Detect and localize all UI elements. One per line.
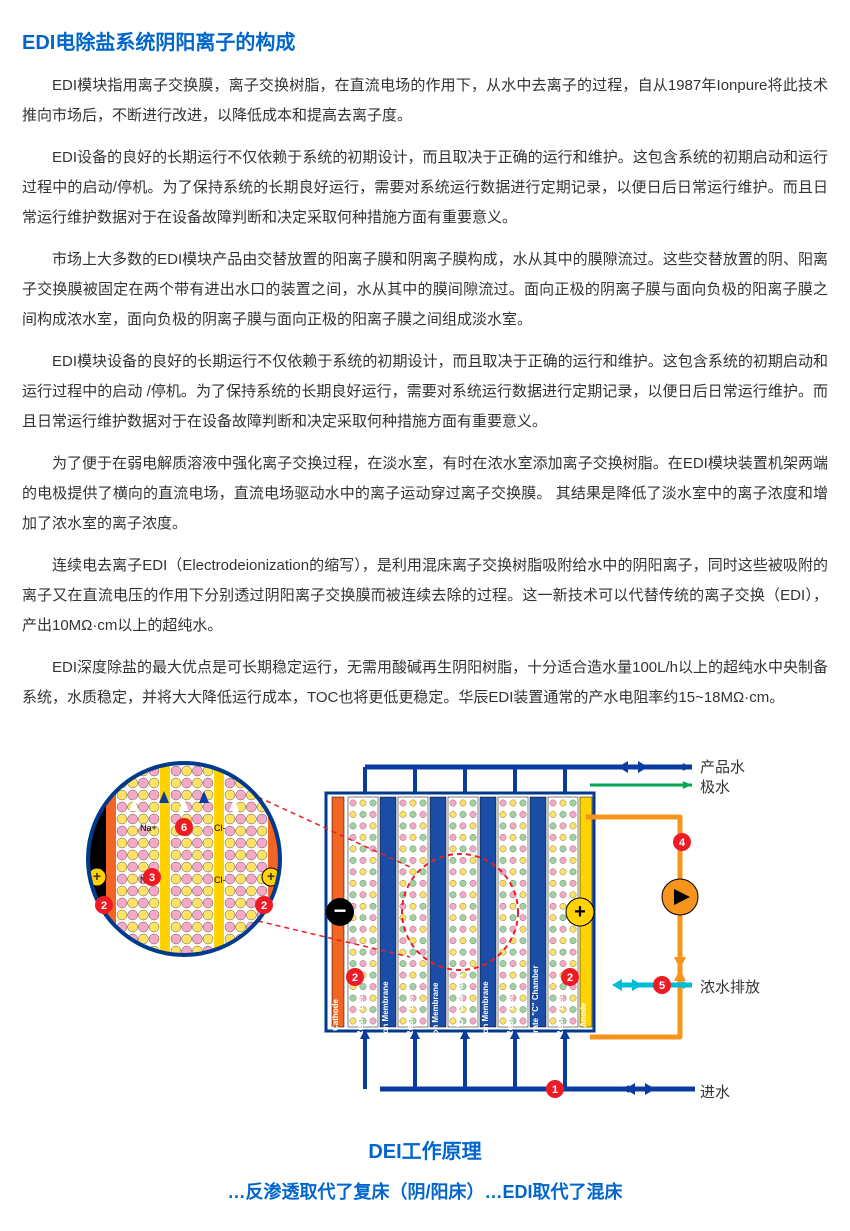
edi-diagram: Cathode Resin Bed Cation Membrane Resin Bed… (22, 737, 828, 1204)
svg-text:2: 2 (352, 972, 358, 984)
svg-text:−: − (334, 898, 347, 923)
page-title: EDI电除盐系统阴阳离子的构成 (22, 26, 828, 55)
svg-text:极水: 极水 (700, 779, 730, 796)
svg-text:Resin Bed: Resin Bed (355, 993, 365, 1037)
diagram-caption: DEI工作原理 (368, 1135, 481, 1164)
svg-text:2: 2 (567, 972, 573, 984)
svg-text:Resin Bed: Resin Bed (405, 993, 415, 1037)
svg-text:6: 6 (181, 822, 187, 834)
svg-text:浓水排放: 浓水排放 (700, 979, 760, 996)
svg-text:Cathode: Cathode (331, 998, 340, 1031)
svg-text:Cl-: Cl- (214, 875, 226, 885)
svg-text:产品水: 产品水 (700, 759, 745, 776)
svg-text:Anode: Anode (579, 1002, 588, 1027)
svg-text:1: 1 (552, 1084, 558, 1096)
svg-text:进水: 进水 (700, 1084, 730, 1101)
paragraph: 市场上大多数的EDI模块产品由交替放置的阳离子膜和阴离子膜构成，水从其中的膜隙流… (22, 245, 828, 335)
paragraph: EDI深度除盐的最大优点是可长期稳定运行，无需用酸碱再生阴阳树脂，十分适合造水量… (22, 653, 828, 713)
svg-text:2: 2 (101, 900, 107, 912)
svg-text:Resin Bed: Resin Bed (505, 993, 515, 1037)
svg-text:3: 3 (149, 872, 155, 884)
svg-text:+: + (93, 868, 101, 884)
svg-text:5: 5 (659, 980, 665, 992)
svg-text:Cation Membrane: Cation Membrane (381, 981, 390, 1049)
svg-text:4: 4 (679, 837, 686, 849)
svg-text:Na+: Na+ (140, 823, 157, 833)
svg-text:Resin Bed: Resin Bed (555, 993, 565, 1037)
paragraph: EDI模块设备的良好的长期运行不仅依赖于系统的初期设计，而且取决于正确的运行和维… (22, 347, 828, 437)
paragraph: EDI模块指用离子交换膜，离子交换树脂，在直流电场的作用下，从水中去离子的过程，… (22, 71, 828, 131)
paragraph: EDI设备的良好的长期运行不仅依赖于系统的初期设计，而且取决于正确的运行和维护。… (22, 143, 828, 233)
svg-text:+: + (267, 868, 275, 884)
svg-text:Cation Membrane: Cation Membrane (481, 981, 490, 1049)
svg-text:Anion Membrane: Anion Membrane (431, 982, 440, 1047)
paragraph: 为了便于在弱电解质溶液中强化离子交换过程，在淡水室，有时在浓水室添加离子交换树脂… (22, 449, 828, 539)
svg-text:+: + (574, 901, 586, 923)
svg-text:2: 2 (261, 900, 267, 912)
svg-text:Cl-: Cl- (214, 823, 226, 833)
paragraph: 连续电去离子EDI（Electrodeionization的缩写），是利用混床离… (22, 551, 828, 641)
svg-text:Concentrate "C" Chamber: Concentrate "C" Chamber (531, 965, 540, 1064)
diagram-subcaption: …反渗透取代了复床（阴/阳床）…EDI取代了混床 (227, 1178, 622, 1204)
